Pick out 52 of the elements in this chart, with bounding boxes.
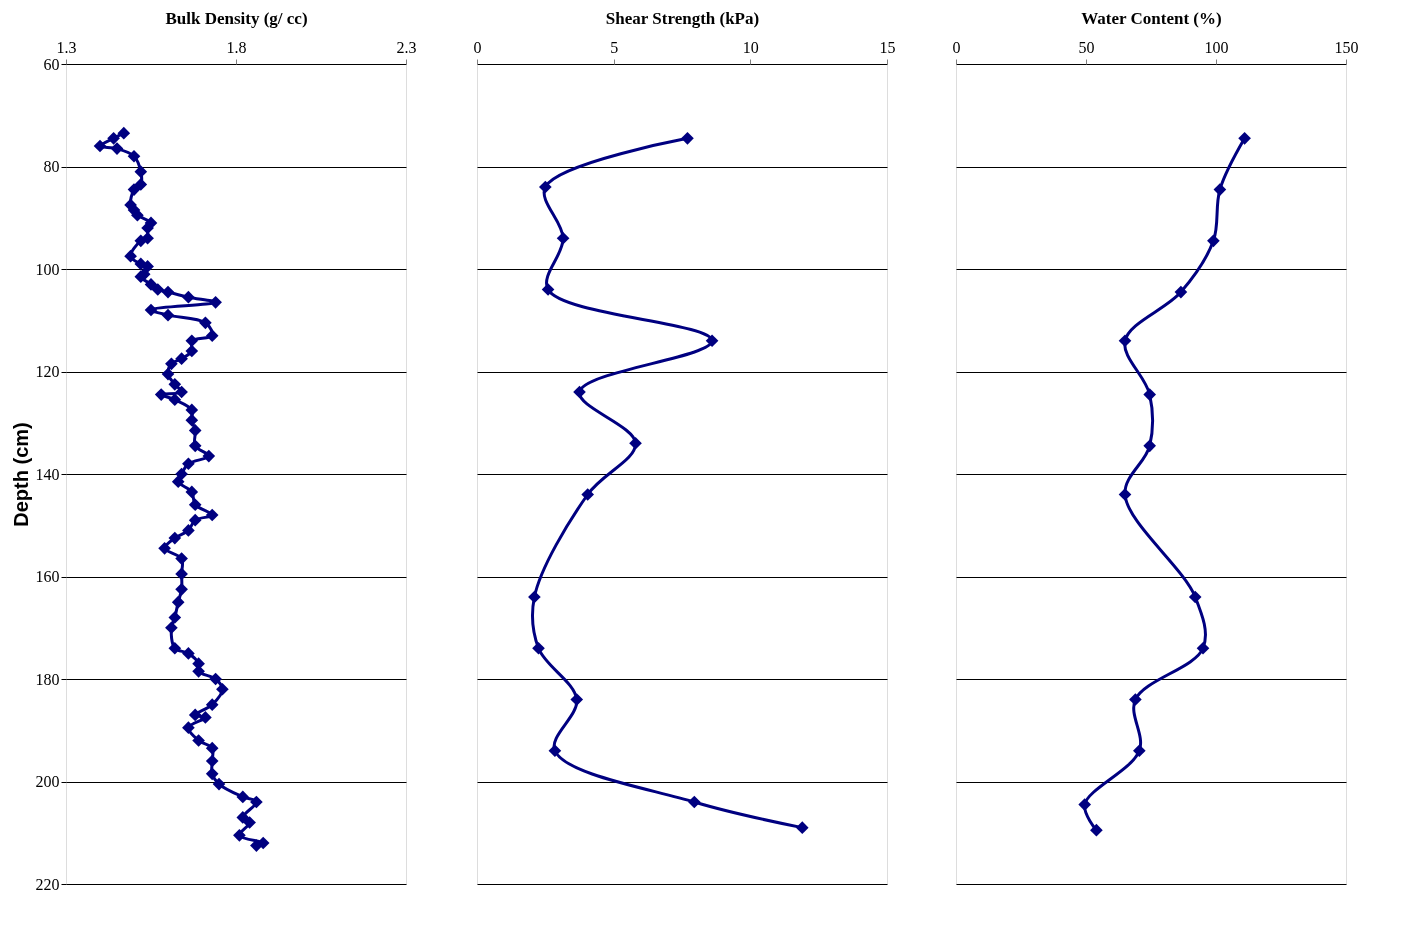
x-tick-label: 10 (742, 38, 759, 56)
point (1090, 823, 1103, 837)
x-axis-title: Shear Strength (kPa) (605, 8, 760, 28)
point (1118, 488, 1132, 501)
point (1129, 693, 1142, 706)
point (581, 488, 595, 501)
point (556, 231, 570, 245)
y-tick-label: 60 (43, 55, 60, 73)
y-tick-label: 100 (35, 260, 60, 278)
point (1196, 641, 1210, 655)
x-tick-label: 0 (473, 38, 482, 56)
x-axis-title: Bulk Density (g/ cc) (165, 8, 308, 28)
point (687, 795, 701, 809)
x-tick-label: 100 (1204, 38, 1229, 56)
point (1207, 234, 1220, 248)
point (795, 821, 809, 834)
point (1118, 334, 1132, 348)
x-tick-label: 2.3 (396, 38, 417, 56)
y-tick-label: 140 (35, 465, 60, 483)
point (1213, 183, 1227, 196)
point (548, 744, 562, 758)
x-tick-label: 0 (952, 38, 961, 56)
x-tick-label: 50 (1078, 38, 1095, 56)
x-tick-label: 1.3 (56, 38, 77, 56)
point (1078, 798, 1092, 811)
x-axis-title: Water Content (%) (1081, 8, 1222, 28)
point (1238, 131, 1251, 145)
point (629, 436, 642, 450)
x-tick-label: 150 (1334, 38, 1359, 56)
y-tick-label: 180 (35, 670, 60, 688)
point (532, 641, 545, 655)
point (539, 180, 552, 194)
point (541, 283, 555, 296)
y-tick-label: 120 (35, 363, 60, 380)
point (570, 693, 584, 706)
point (1188, 590, 1202, 604)
point (705, 334, 719, 348)
y-tick-label: 160 (35, 568, 60, 585)
point (573, 385, 586, 399)
point (1132, 744, 1146, 758)
y-tick-label: 220 (35, 875, 60, 893)
point (1174, 285, 1188, 299)
point (1143, 439, 1157, 453)
point (1143, 388, 1157, 401)
x-tick-label: 5 (610, 38, 619, 56)
point (681, 131, 694, 145)
x-tick-label: 1.8 (226, 38, 247, 56)
y-tick-label: 200 (35, 773, 60, 790)
x-tick-label: 15 (879, 38, 896, 56)
y-axis-title: Depth (cm) (9, 422, 32, 527)
point (528, 590, 541, 604)
y-tick-label: 80 (43, 158, 60, 175)
